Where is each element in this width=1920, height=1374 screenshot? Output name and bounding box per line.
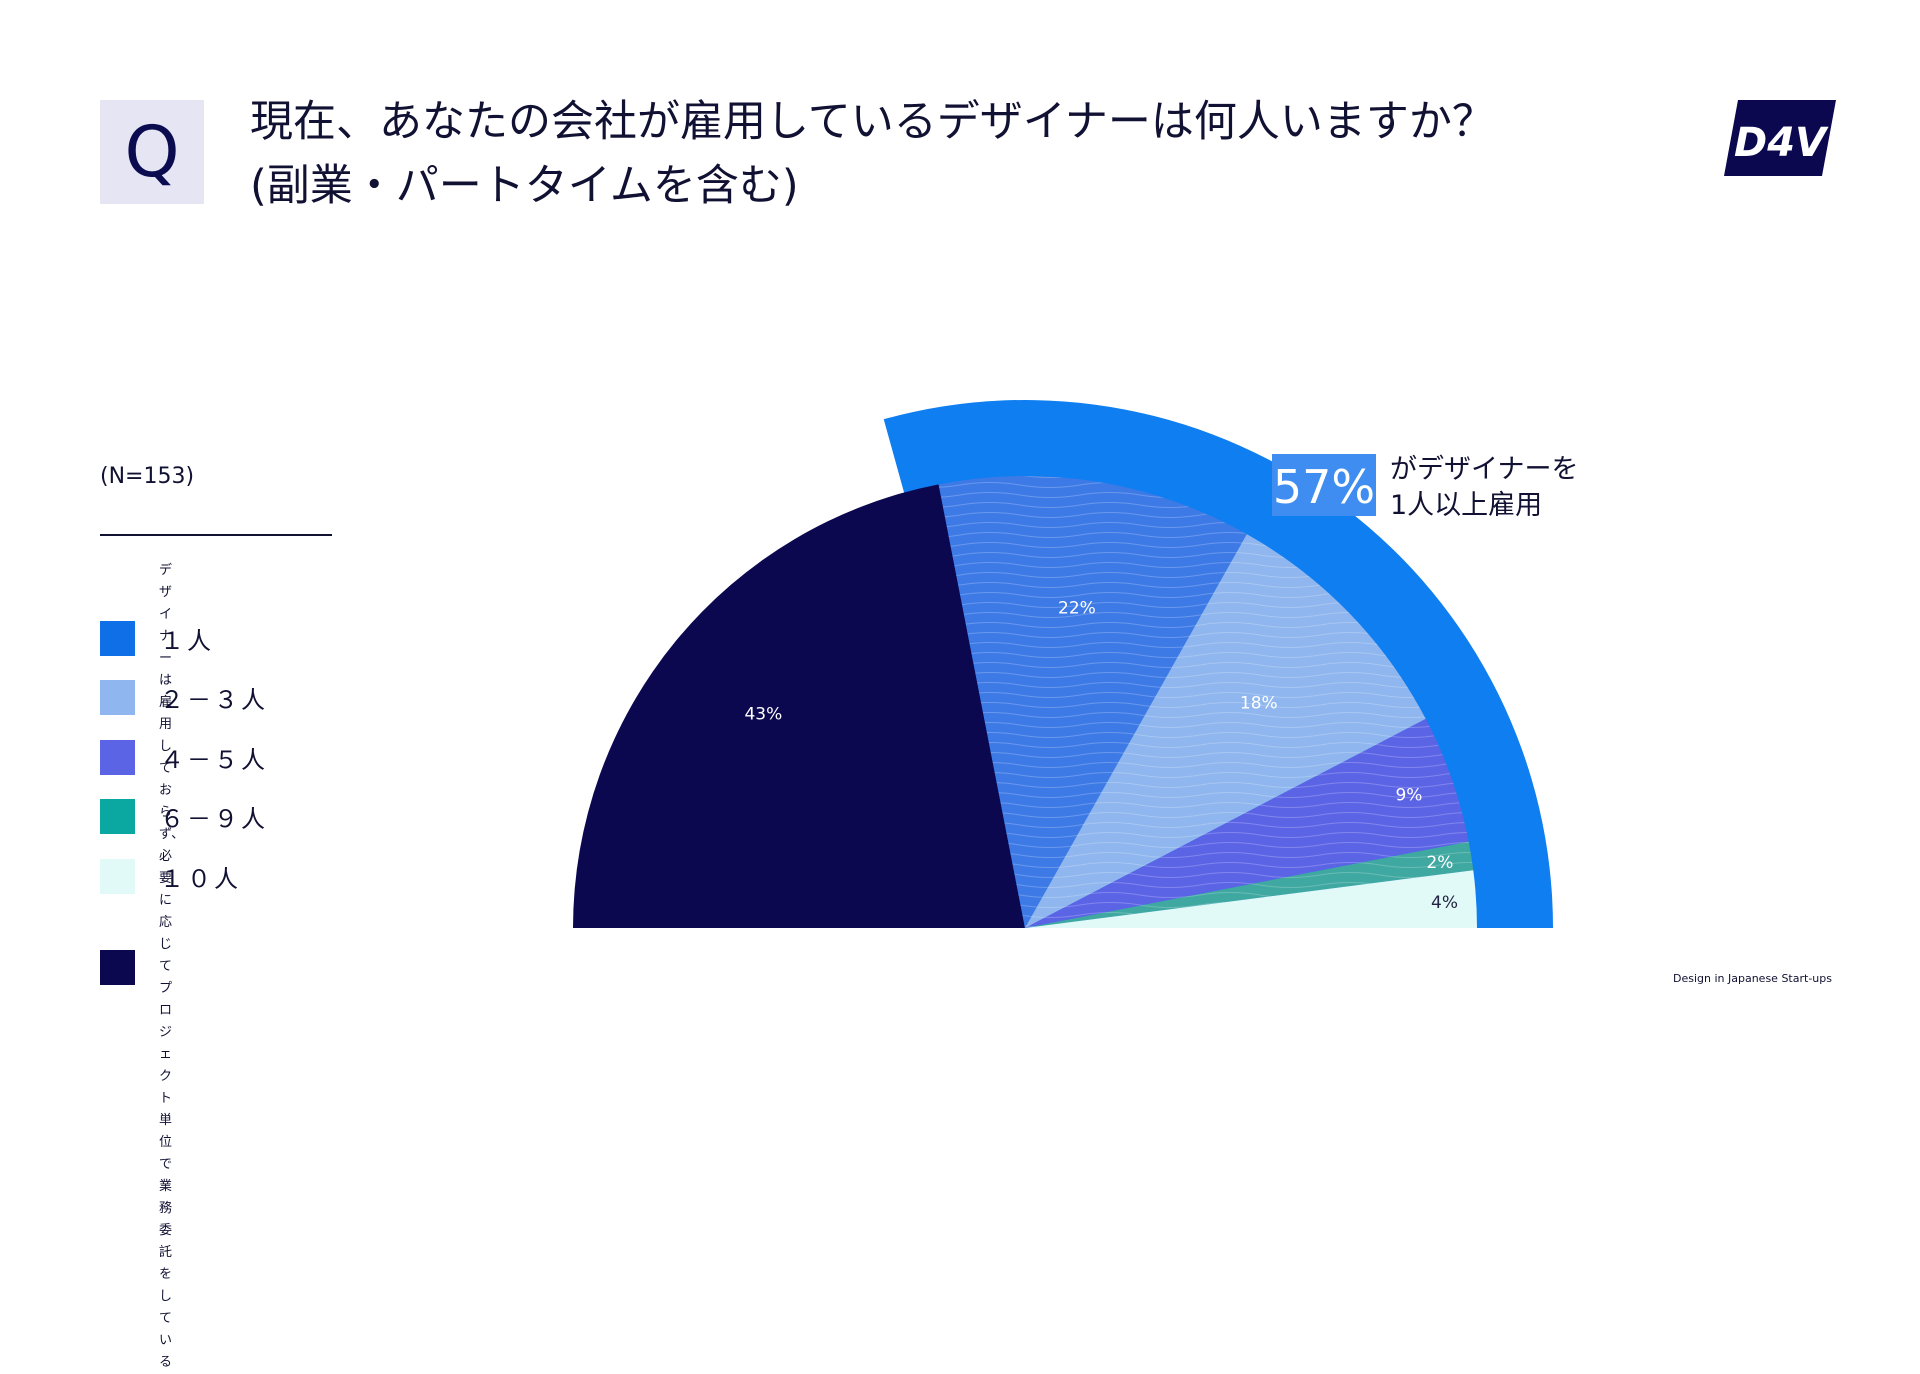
legend-divider [100, 534, 332, 536]
slice-label-2: 18% [1240, 694, 1278, 714]
q-letter: Q [124, 111, 180, 193]
sample-size: (N=153) [100, 464, 195, 489]
footer-credit: Design in Japanese Start-ups [1673, 972, 1832, 985]
pie-slice-texture-3 [1025, 718, 1469, 928]
question-line-2: (副業・パートタイムを含む) [250, 161, 799, 211]
annotation-highlight [1272, 454, 1376, 516]
legend-item-4-5: ４－５人 [100, 740, 268, 775]
legend-label: １０人 [160, 865, 241, 893]
slice-label-5: 4% [1431, 893, 1458, 913]
semicircle-pie-chart: 43% 22% 18% 9% 2% 4% 57% がデザイナーを 1人以上雇用 [573, 400, 1578, 929]
question-line-1: 現在、あなたの会社が雇用しているデザイナーは何人いますか？ [250, 97, 1495, 147]
pie-slice-texture-1 [938, 475, 1247, 928]
slice-label-4: 2% [1426, 853, 1453, 873]
legend-swatch [100, 799, 135, 834]
question-badge: Q [100, 100, 204, 204]
annotation-line-1: がデザイナーを [1390, 454, 1578, 485]
legend-swatch [100, 949, 135, 985]
legend-item-1: １人 [100, 621, 214, 656]
d4v-logo: D4V [1724, 100, 1836, 176]
legend-label: ４－５人 [160, 746, 268, 774]
question-title: 現在、あなたの会社が雇用しているデザイナーは何人いますか？ (副業・パートタイム… [250, 90, 1550, 218]
pie-slice-texture-2 [1025, 534, 1426, 928]
pie-slice-0 [573, 484, 1025, 928]
legend-swatch [100, 740, 135, 775]
annotation-value: 57% [1273, 460, 1375, 514]
legend-label: ２－３人 [160, 686, 268, 714]
legend-item-6-9: ６－９人 [100, 799, 268, 834]
pie-slice-texture-4 [1025, 841, 1474, 928]
slice-label-1: 22% [1058, 599, 1096, 619]
legend-swatch [100, 621, 135, 656]
slice-label-0: 43% [744, 704, 782, 724]
legend-label: ６－９人 [160, 805, 268, 833]
pie-slice-5 [1025, 870, 1477, 928]
legend-swatch [100, 859, 135, 894]
slice-label-3: 9% [1395, 786, 1422, 806]
annotation-line-2: 1人以上雇用 [1390, 490, 1542, 521]
legend-item-2-3: ２－３人 [100, 680, 268, 715]
legend-swatch [100, 680, 135, 715]
logo-text: D4V [1734, 120, 1829, 166]
legend-item-10: １０人 [100, 859, 241, 894]
legend-label: １人 [160, 627, 214, 655]
